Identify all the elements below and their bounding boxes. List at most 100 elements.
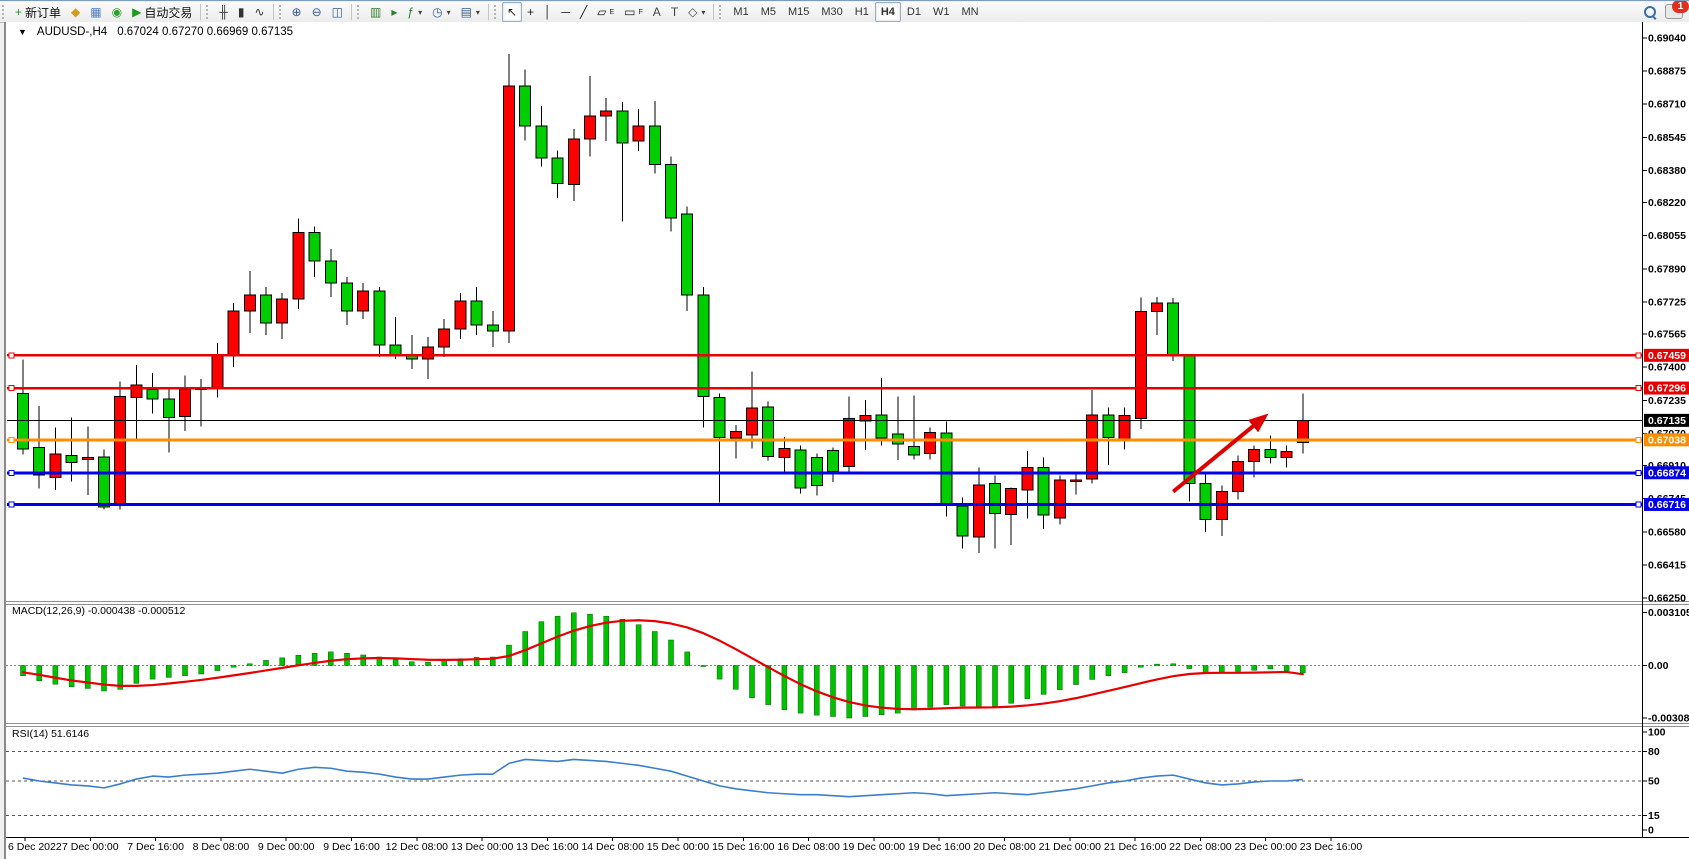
time-tick-label: 19 Dec 00:00: [843, 841, 906, 853]
candle: [1167, 302, 1180, 357]
macd-histogram-bar: [830, 665, 836, 717]
timeframe-mn-button[interactable]: MN: [961, 6, 979, 18]
chart-dropdown-icon[interactable]: ▼: [18, 27, 27, 37]
equidistant-channel-button[interactable]: ▱ E: [592, 2, 619, 22]
price-tick: [1642, 465, 1647, 467]
group-handle[interactable]: [2, 5, 8, 19]
macd-histogram-bar: [68, 665, 75, 687]
panel-separator[interactable]: [6, 723, 1689, 724]
timeframe-m30-button[interactable]: M30: [821, 6, 843, 18]
timeframe-m1-button[interactable]: M1: [733, 6, 749, 18]
arrow-annotation[interactable]: [1171, 413, 1269, 494]
panel-separator[interactable]: [6, 604, 1689, 605]
styler-button[interactable]: ◆: [66, 2, 85, 22]
toolbar-group-chart-type: ╫ ▮ ∿: [204, 2, 276, 22]
resistance-line-2-anchor[interactable]: [1635, 385, 1642, 392]
timeframe-h1-button[interactable]: H1: [854, 6, 869, 18]
macd-histogram-bar: [1089, 665, 1095, 680]
group-handle[interactable]: [357, 5, 363, 19]
new-order-button[interactable]: + 新订单: [10, 2, 66, 22]
time-tick: [1004, 837, 1005, 841]
support-line-1-anchor[interactable]: [8, 469, 15, 476]
macd-histogram-bar: [668, 639, 674, 666]
rsi-tick: [1642, 814, 1647, 816]
line-chart-button[interactable]: ∿: [249, 2, 269, 22]
cursor-icon: ↖: [506, 5, 517, 19]
timeframe-m15-button[interactable]: M15: [787, 6, 810, 18]
candle: [551, 157, 564, 184]
text-label-button[interactable]: T: [666, 2, 683, 22]
chart-canvas[interactable]: 0.69040 0.68875 0.68710 0.68545 0.68380 0.682…: [6, 22, 1689, 859]
vertical-line-button[interactable]: │: [539, 2, 557, 22]
pivot-line-anchor[interactable]: [8, 436, 15, 443]
group-handle[interactable]: [493, 5, 500, 19]
cursor-button[interactable]: ↖: [501, 2, 522, 22]
periodicity-button[interactable]: ◷ ▾: [427, 2, 456, 22]
pivot-line-anchor[interactable]: [1635, 436, 1642, 443]
chat-bubble-icon[interactable]: 1: [1665, 1, 1689, 19]
trendline-button[interactable]: ╱: [575, 2, 592, 22]
templates-button[interactable]: ▤ ▾: [456, 2, 485, 22]
macd-histogram-bar: [20, 665, 26, 676]
arrows-button[interactable]: ◇ ▾: [683, 2, 710, 22]
chevron-down-icon[interactable]: ▾: [418, 7, 423, 17]
timeframe-m5-button[interactable]: M5: [760, 6, 776, 18]
candle: [600, 110, 613, 117]
signals-button[interactable]: ◉: [107, 2, 127, 22]
resistance-line-2-anchor[interactable]: [8, 385, 15, 392]
chart-shift-button[interactable]: ▸: [386, 2, 402, 22]
time-tick: [24, 837, 26, 841]
timeframe-h4-button[interactable]: H4: [874, 2, 901, 22]
timeframe-w1-button[interactable]: W1: [932, 6, 950, 18]
macd-histogram-bar: [279, 657, 285, 666]
zoom-in-button[interactable]: ⊕: [287, 2, 307, 22]
panel-separator[interactable]: [6, 601, 1689, 602]
group-handle[interactable]: [719, 5, 725, 19]
horizontal-line-button[interactable]: ─: [557, 2, 576, 22]
text-button[interactable]: A: [648, 2, 666, 22]
group-handle[interactable]: [206, 5, 212, 19]
macd-histogram-bar: [1300, 665, 1306, 674]
chevron-down-icon[interactable]: ▾: [701, 7, 706, 17]
panel-separator[interactable]: [6, 726, 1689, 727]
add-indicator-icon: ƒ: [407, 5, 415, 19]
macd-histogram-bar: [1057, 665, 1063, 690]
candlestick-icon: ▮: [237, 5, 245, 19]
candle: [535, 125, 548, 159]
chart-ohlc-values: 0.67024 0.67270 0.66969 0.67135: [117, 26, 294, 38]
chevron-down-icon[interactable]: ▾: [475, 7, 480, 17]
auto-trading-button[interactable]: ▶ 自动交易: [127, 2, 197, 22]
macd-histogram-bar: [895, 665, 901, 714]
time-tick: [351, 837, 352, 841]
rsi-tick-label: 15: [1648, 810, 1660, 822]
candle: [778, 448, 791, 458]
group-handle[interactable]: [278, 5, 285, 19]
search-icon[interactable]: [1643, 5, 1657, 20]
zoom-out-button[interactable]: ⊖: [307, 2, 327, 22]
add-indicator-button[interactable]: ƒ ▾: [402, 2, 427, 22]
resistance-line-1-anchor[interactable]: [8, 352, 15, 359]
chart-area[interactable]: 0.69040 0.68875 0.68710 0.68545 0.68380 0.682…: [4, 22, 1689, 859]
time-tick: [89, 837, 91, 841]
macd-histogram-bar: [36, 665, 42, 682]
macd-histogram-bar: [263, 660, 269, 666]
timeframe-d1-button[interactable]: D1: [906, 6, 921, 18]
time-tick: [1069, 837, 1071, 841]
tile-windows-button[interactable]: ◫: [327, 2, 348, 22]
support-line-2-anchor[interactable]: [8, 501, 15, 508]
auto-arrange-button[interactable]: ▥: [365, 2, 386, 22]
fibonacci-button[interactable]: ▭ F: [619, 2, 648, 22]
resistance-line-1-anchor[interactable]: [1635, 352, 1642, 359]
charts-window-button[interactable]: ▦: [85, 2, 106, 22]
support-line-2-anchor[interactable]: [1635, 501, 1642, 508]
bar-chart-button[interactable]: ╫: [214, 2, 233, 22]
time-tick-label: 21 Dec 16:00: [1104, 841, 1167, 853]
support-line-1-anchor[interactable]: [1635, 469, 1642, 476]
price-tick-label: 0.68380: [1648, 165, 1686, 177]
new-order-button-label: 新订单: [25, 5, 62, 20]
macd-histogram-bar: [1235, 665, 1241, 672]
chevron-down-icon[interactable]: ▾: [446, 7, 451, 17]
candlestick-chart-button[interactable]: ▮: [233, 2, 250, 22]
macd-histogram-bar: [781, 665, 788, 710]
crosshair-button[interactable]: +: [522, 2, 539, 22]
